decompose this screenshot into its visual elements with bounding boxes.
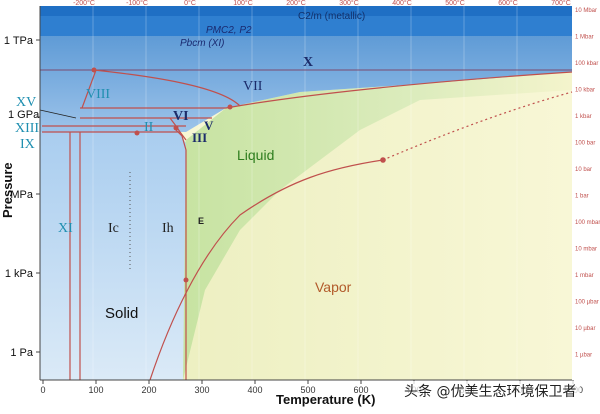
phase-label-pmc2: PMC2, P2 — [206, 25, 252, 36]
x-tick-label: 0 — [40, 385, 45, 395]
right-tick-label: 1 kbar — [575, 114, 592, 120]
top-tick-label: 600°C — [498, 0, 518, 7]
left-tick-1gpa-label: 1 GPa — [8, 109, 40, 121]
phase-label-viii: VIII — [86, 87, 110, 102]
right-tick-group: 10 Mbar 1 Mbar 100 kbar 10 kbar 1 kbar 100 ba… — [575, 8, 600, 359]
phase-label-vi: VI — [173, 109, 189, 124]
top-tick-label: 100°C — [233, 0, 253, 7]
right-tick-label: 10 µbar — [575, 326, 595, 332]
right-tick-label: 10 mbar — [575, 247, 597, 253]
right-tick-label: 10 Mbar — [575, 8, 597, 14]
right-tick-label: 10 kbar — [575, 88, 595, 94]
liquid-region — [183, 72, 572, 380]
watermark: 头条 @优美生态环境保卫者 — [400, 381, 581, 403]
left-tick-label: 1 TPa — [4, 35, 34, 47]
triple-point-vi — [227, 104, 233, 110]
phase-label-v: V — [204, 118, 214, 133]
phase-label-vapor: Vapor — [315, 279, 352, 295]
phase-label-iii: III — [192, 130, 207, 145]
left-tick-label: 1 Pa — [10, 347, 34, 359]
top-tick-label: -100°C — [126, 0, 148, 7]
critical-point — [380, 157, 386, 163]
phase-label-pbcm: Pbcm (XI) — [180, 38, 224, 49]
right-tick-label: 100 bar — [575, 141, 595, 147]
top-tick-label: 300°C — [339, 0, 359, 7]
x-tick-label: 300 — [194, 385, 209, 395]
top-tick-label: 200°C — [286, 0, 306, 7]
phase-label-xi: XI — [58, 221, 73, 236]
x-tick-label: 200 — [141, 385, 156, 395]
top-tick-label: 700°C — [551, 0, 571, 7]
phase-label-c2m: C2/m (metallic) — [298, 11, 365, 22]
x-tick-label: 600 — [353, 385, 368, 395]
x-tick-label: 100 — [88, 385, 103, 395]
top-tick-label: 500°C — [445, 0, 465, 7]
phase-label-ix: IX — [20, 137, 35, 152]
grid-lines — [92, 6, 518, 380]
phase-label-solid: Solid — [105, 305, 138, 322]
right-tick-label: 10 bar — [575, 167, 592, 173]
right-tick-label: 100 µbar — [575, 300, 599, 306]
x-tick-label: 400 — [247, 385, 262, 395]
left-tick-label: 1 kPa — [5, 268, 34, 280]
solid-region — [40, 132, 186, 380]
phase-label-ii: II — [144, 120, 154, 135]
top-tick-label: -200°C — [73, 0, 95, 7]
right-tick-label: 1 µbar — [575, 353, 592, 359]
metallic-band-top — [40, 6, 572, 16]
phase-label-xv: XV — [16, 95, 36, 110]
x-axis-title: Temperature (K) — [276, 392, 375, 407]
right-tick-label: 100 kbar — [575, 61, 598, 67]
triple-point-viii — [91, 67, 97, 73]
right-tick-label: 1 Mbar — [575, 35, 594, 41]
triple-point-iii — [173, 125, 179, 131]
phase-label-e: E — [198, 216, 204, 226]
phase-label-ic: Ic — [108, 221, 119, 236]
right-tick-label: 1 mbar — [575, 273, 594, 279]
top-tick-label: 0°C — [184, 0, 196, 7]
vapor-region — [150, 72, 572, 380]
phase-label-ih: Ih — [162, 221, 174, 236]
right-tick-label: 100 mbar — [575, 220, 600, 226]
left-tick-label: MPa — [10, 189, 34, 201]
top-tick-group: -200°C -100°C 0°C 100°C 200°C 300°C 400°C 500°C… — [73, 0, 571, 7]
left-tick-group: 1 TPa MPa 1 kPa 1 Pa — [4, 35, 40, 359]
phase-boundaries — [40, 69, 573, 381]
x-tick-label: 500 — [300, 385, 315, 395]
triple-point — [183, 277, 189, 283]
phase-label-vii: VII — [243, 79, 263, 94]
phase-label-x: X — [303, 55, 313, 70]
y-axis-title: Pressure — [0, 162, 15, 218]
right-tick-label: 1 bar — [575, 194, 589, 200]
triple-points — [91, 67, 386, 283]
triple-point-ii — [134, 130, 140, 136]
xv-pointer — [39, 109, 77, 119]
phase-label-liquid: Liquid — [237, 147, 274, 163]
top-tick-label: 400°C — [392, 0, 412, 7]
phase-label-xiii: XIII — [15, 121, 39, 136]
